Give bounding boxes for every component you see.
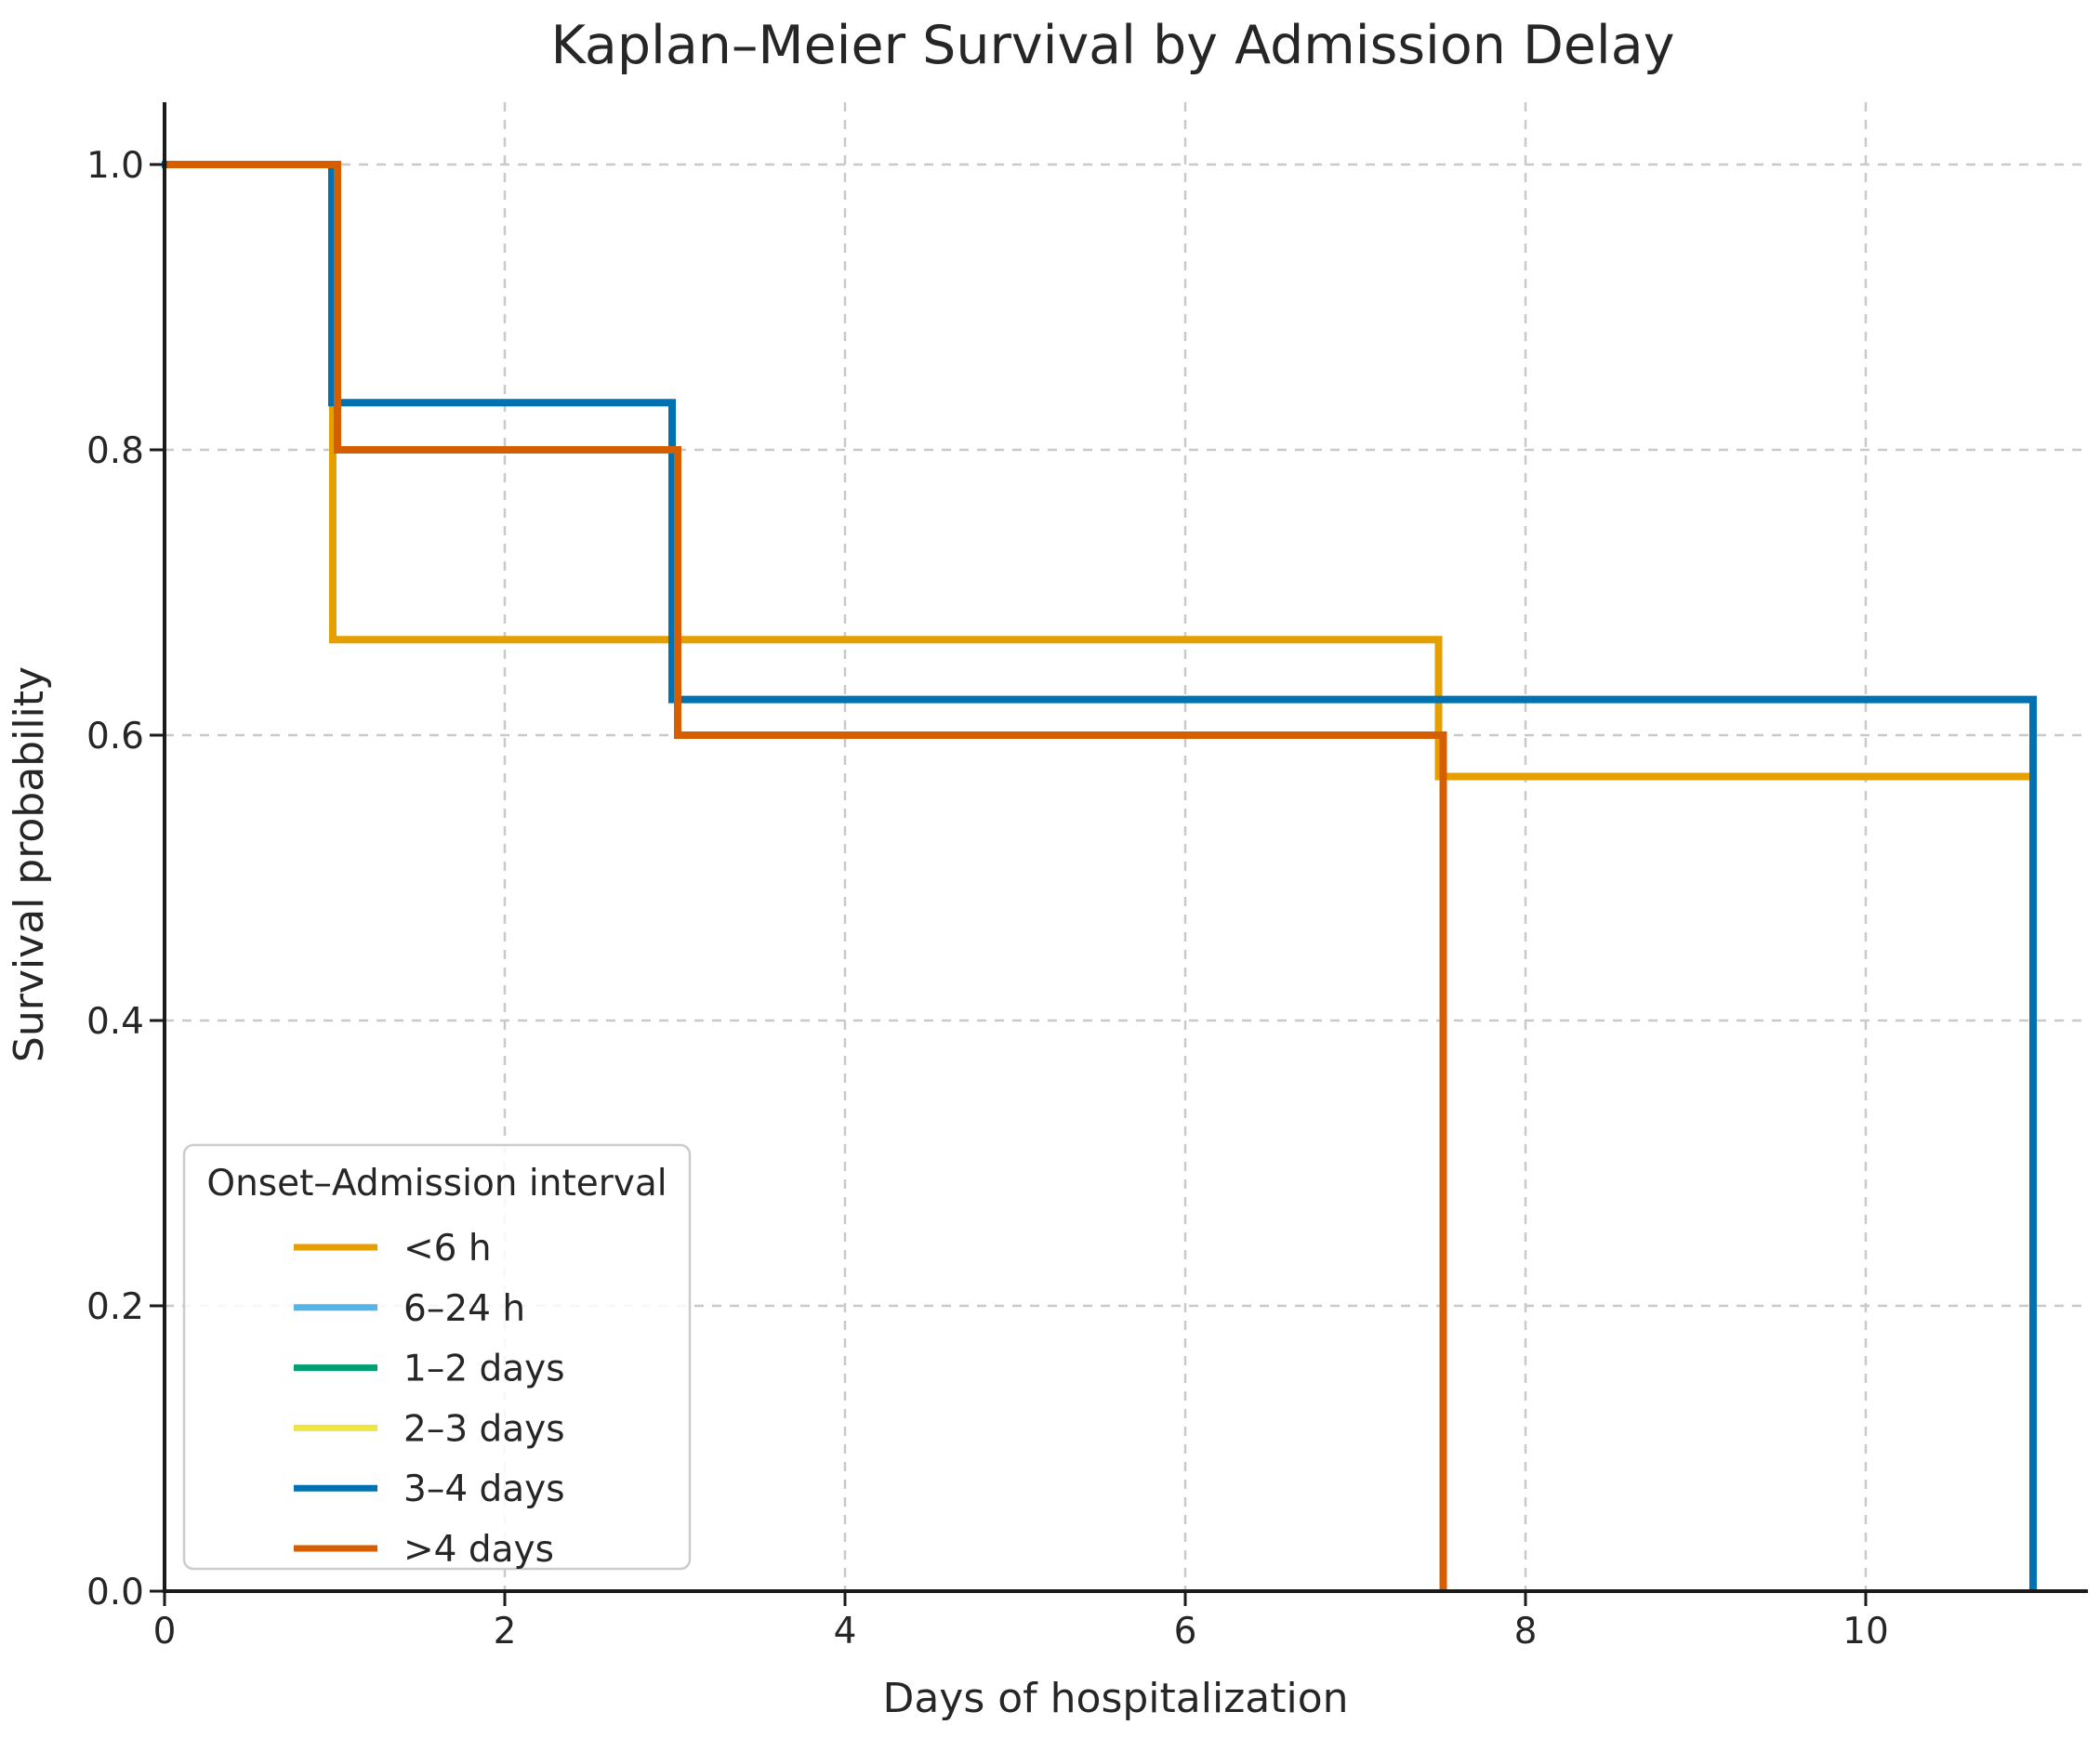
x-tick-label: 0 [153,1611,177,1652]
x-tick-label: 2 [494,1611,517,1652]
legend-title: Onset–Admission interval [206,1163,667,1205]
legend-entry: >4 days [294,1529,554,1571]
y-tick-label: 0.4 [86,1001,144,1043]
x-tick-label: 4 [834,1611,857,1652]
x-tick-label: 8 [1514,1611,1538,1652]
legend-entry-label: 1–2 days [403,1349,565,1390]
y-tick-label: 0.6 [86,716,144,757]
survival-curve--4-days [167,161,1447,1591]
survival-curve--6-h [163,161,2034,781]
x-tick-label: 10 [1842,1611,1889,1652]
legend-entry: 2–3 days [294,1408,565,1450]
x-axis-label: Days of hospitalization [882,1675,1348,1722]
y-tick-label: 0.2 [86,1286,144,1328]
y-tick-label: 0.8 [86,430,144,472]
axes-layer [150,102,2088,1606]
y-tick-label: 1.0 [86,145,144,187]
legend-entry-label: 2–3 days [403,1408,565,1450]
x-tick-label: 6 [1174,1611,1197,1652]
legend-entry-label: 6–24 h [403,1288,525,1330]
legend-entry: <6 h [294,1228,492,1270]
legend-entry: 1–2 days [294,1349,565,1390]
y-axis-label: Survival probability [6,666,53,1062]
legend-entry: 3–4 days [294,1468,565,1510]
chart-title: Kaplan–Meier Survival by Admission Delay [551,15,1675,76]
legend-entry-label: >4 days [403,1529,554,1571]
legend-entry: 6–24 h [294,1288,525,1330]
legend-entry-label: <6 h [403,1228,492,1270]
legend-entry-label: 3–4 days [403,1468,565,1510]
curves-layer [162,161,2037,1591]
legend-box [182,1143,692,1571]
legend: Onset–Admission interval <6 h 6–24 h 1–2 da… [182,1143,692,1571]
tick-labels-layer: 0 2 4 6 8 10 0.0 0.2 0.4 0.6 0.8 1.0 [86,145,1889,1652]
y-tick-label: 0.0 [86,1572,144,1613]
